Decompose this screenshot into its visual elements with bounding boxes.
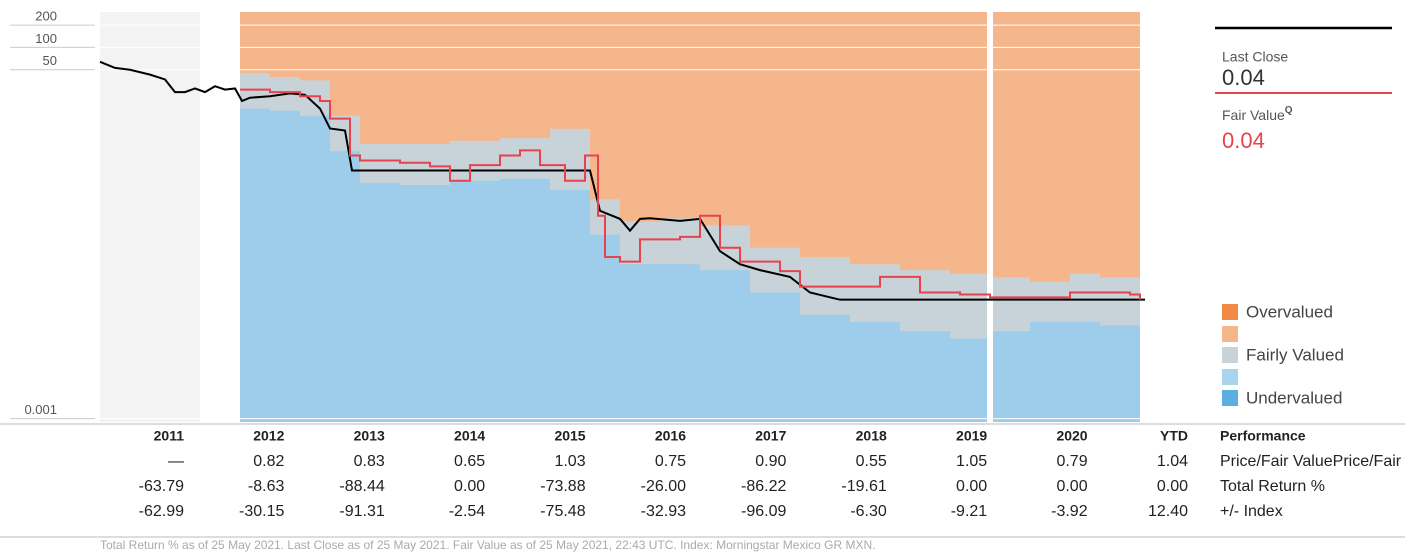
legend-swatch — [1222, 347, 1238, 363]
cell: 0.00 — [1056, 478, 1087, 495]
cell: 0.00 — [956, 478, 987, 495]
column-header: 2013 — [354, 428, 385, 444]
legend-label: Overvalued — [1246, 302, 1333, 321]
column-header: 2018 — [856, 428, 887, 444]
cell: -8.63 — [248, 478, 285, 495]
cell: 0.83 — [354, 453, 385, 470]
last-close-label: Last Close — [1222, 49, 1288, 65]
legend-label: Fairly Valued — [1246, 345, 1344, 364]
row-label: Price/Fair ValuePrice/Fair ValueQ — [1220, 451, 1405, 471]
plot — [10, 12, 1145, 423]
column-header: 2019 — [956, 428, 987, 444]
undervalued-area — [240, 108, 1140, 422]
cell: -91.31 — [339, 503, 384, 520]
cell: -26.00 — [641, 478, 686, 495]
legend-swatch-shade — [1222, 369, 1238, 385]
cell: 0.79 — [1056, 453, 1087, 470]
cell: -75.48 — [540, 503, 585, 520]
cell: 0.82 — [253, 453, 284, 470]
column-header: 2012 — [253, 428, 284, 444]
cell: -86.22 — [741, 478, 786, 495]
cell: 12.40 — [1148, 503, 1188, 520]
y-tick-label: 100 — [35, 31, 57, 46]
cell: -73.88 — [540, 478, 585, 495]
legend-swatch — [1222, 390, 1238, 406]
column-header: YTD — [1160, 428, 1188, 444]
column-header: 2014 — [454, 428, 485, 444]
cell: — — [168, 453, 184, 470]
fair-value-mark: Q — [1285, 105, 1293, 116]
footnote: Total Return % as of 25 May 2021. Last C… — [100, 538, 875, 552]
cell: 0.55 — [856, 453, 887, 470]
cell: -63.79 — [139, 478, 184, 495]
cell: 1.04 — [1157, 453, 1188, 470]
year-shade — [100, 12, 200, 422]
column-header: 2017 — [755, 428, 786, 444]
column-header: 2020 — [1056, 428, 1087, 444]
cell: -88.44 — [339, 478, 384, 495]
cell: -62.99 — [139, 503, 184, 520]
cell: -96.09 — [741, 503, 786, 520]
cell: -3.92 — [1051, 503, 1088, 520]
cell: 0.00 — [1157, 478, 1188, 495]
cell: -32.93 — [641, 503, 686, 520]
series-line — [99, 60, 1145, 301]
legend-label: Undervalued — [1246, 388, 1342, 407]
y-tick-label: 200 — [35, 9, 57, 24]
gap — [987, 12, 993, 422]
legend-swatch-shade — [1222, 326, 1238, 342]
cell: -30.15 — [239, 503, 284, 520]
last-close-value: 0.04 — [1222, 65, 1265, 90]
cell: -19.61 — [841, 478, 886, 495]
legend-swatch — [1222, 304, 1238, 320]
column-header: 2011 — [154, 428, 185, 444]
row-label-text: Price/Fair Value — [1333, 453, 1405, 470]
cell: -2.54 — [449, 503, 486, 520]
y-tick-label: 50 — [43, 53, 57, 68]
series-line — [240, 88, 1141, 300]
column-header: 2016 — [655, 428, 686, 444]
fair-value-value: 0.04 — [1222, 128, 1265, 153]
cell: -6.30 — [850, 503, 887, 520]
cell: -9.21 — [951, 503, 988, 520]
row-label: Total Return % — [1220, 478, 1325, 495]
fair-value-label: Fair ValueQ — [1222, 105, 1293, 123]
column-header: 2015 — [554, 428, 585, 444]
cell: 1.05 — [956, 453, 987, 470]
fair-value-name: Fair Value — [1222, 107, 1285, 123]
cell: 0.65 — [454, 453, 485, 470]
row-header: Performance — [1220, 428, 1306, 444]
cell: 1.03 — [554, 453, 585, 470]
cell: 0.75 — [655, 453, 686, 470]
cell: 0.00 — [454, 478, 485, 495]
cell: 0.90 — [755, 453, 786, 470]
y-tick-label: 0.001 — [24, 402, 57, 417]
row-label: +/- Index — [1220, 503, 1283, 520]
